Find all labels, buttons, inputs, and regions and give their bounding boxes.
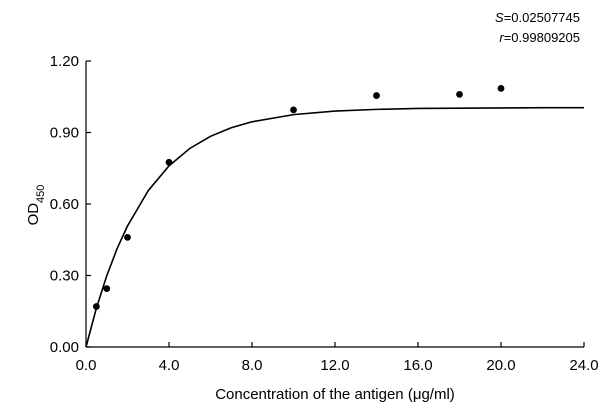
data-point xyxy=(92,303,100,310)
y-axis-title-subscript: 450 xyxy=(35,185,47,203)
y-tick-label: 1.20 xyxy=(50,53,79,70)
fitted-curve xyxy=(85,106,584,348)
s-stat: S=0.02507745 xyxy=(495,10,580,25)
x-tick-label: 12.0 xyxy=(320,357,349,374)
data-points xyxy=(92,85,505,310)
x-axis-title: Concentration of the antigen (μg/ml) xyxy=(215,386,455,403)
s-stat-name: S xyxy=(495,10,504,25)
x-tick-label: 8.0 xyxy=(242,357,263,374)
y-axis-ticks: 0.00 0.30 0.60 0.90 1.20 xyxy=(50,53,91,356)
r-stat: r=0.99809205 xyxy=(499,30,580,45)
x-tick-label: 24.0 xyxy=(569,357,598,374)
y-axis-title: OD450 xyxy=(25,185,47,226)
x-tick-label: 0.0 xyxy=(76,357,97,374)
y-axis-title-base: OD xyxy=(25,203,42,226)
y-tick-label: 0.90 xyxy=(50,125,79,142)
data-point xyxy=(456,90,463,98)
y-tick-label: 0.60 xyxy=(50,196,79,213)
data-point xyxy=(290,106,297,114)
data-point xyxy=(165,158,173,166)
x-tick-label: 20.0 xyxy=(486,357,515,374)
y-tick-label: 0.30 xyxy=(50,268,79,285)
data-point xyxy=(373,92,380,99)
s-stat-value: =0.02507745 xyxy=(504,10,580,25)
r-stat-value: =0.99809205 xyxy=(504,30,580,45)
x-axis-ticks: 0.0 4.0 8.0 12.0 16.0 20.0 24.0 xyxy=(76,342,599,374)
data-point xyxy=(497,85,505,92)
y-tick-label: 0.00 xyxy=(50,339,79,356)
r-stat-name: r xyxy=(499,30,504,45)
x-tick-label: 16.0 xyxy=(403,357,432,374)
x-tick-label: 4.0 xyxy=(159,357,180,374)
stats-box: S=0.02507745 r=0.99809205 xyxy=(495,10,580,45)
data-point xyxy=(103,285,111,293)
data-point xyxy=(124,233,131,241)
